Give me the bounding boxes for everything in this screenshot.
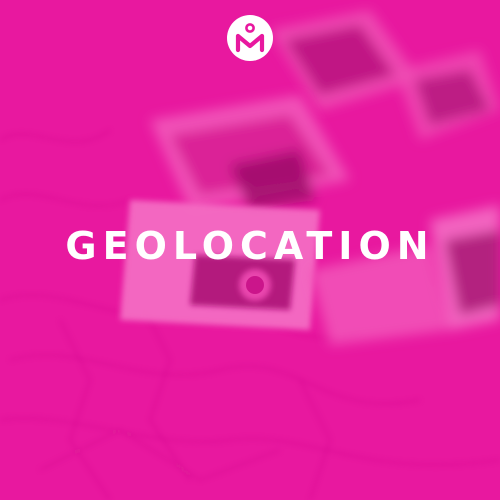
map-lines <box>0 129 500 500</box>
photo-middle <box>150 95 350 210</box>
page-title: GEOLOCATION <box>65 224 435 268</box>
photo-bottom-right <box>310 205 500 345</box>
brand-monogram-icon <box>226 14 274 62</box>
photo-bottom-center <box>120 200 320 330</box>
photo-top-right <box>270 10 500 140</box>
